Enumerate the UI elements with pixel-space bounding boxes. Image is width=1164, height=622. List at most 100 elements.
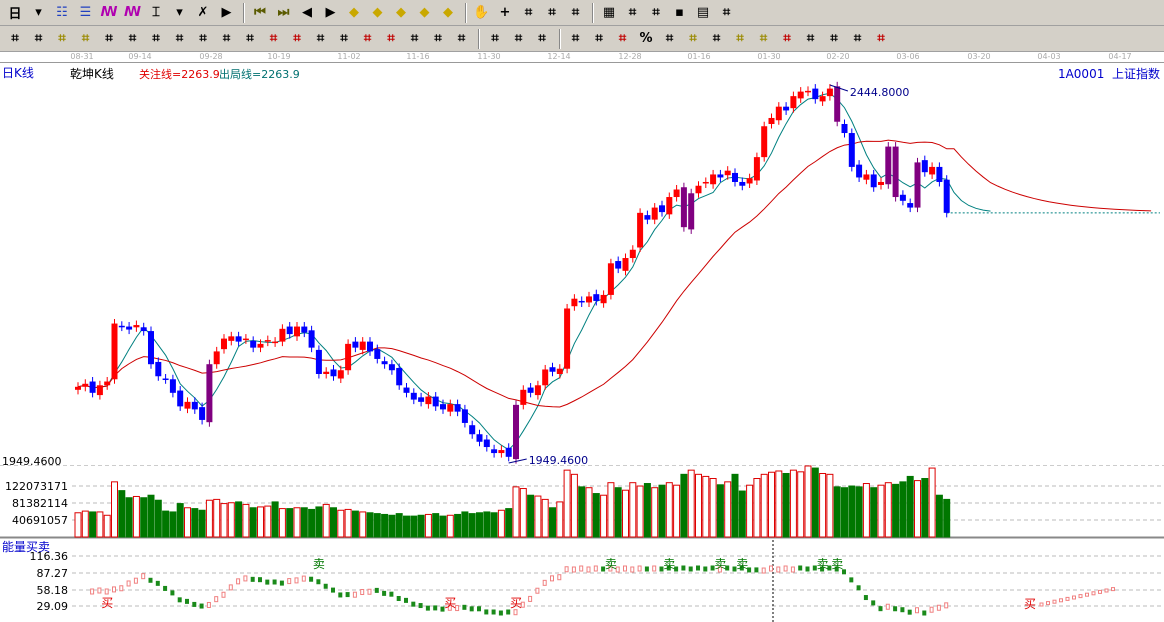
diamond-left-icon[interactable]: ◆ — [349, 5, 359, 20]
indicator-mark — [367, 588, 372, 595]
chart3-icon[interactable]: ꟿ — [100, 5, 118, 20]
spiral-icon[interactable]: ⌗ — [128, 31, 137, 46]
indicator-projection-mark — [1046, 601, 1050, 606]
candle-body — [586, 296, 592, 303]
hand-icon[interactable]: ✋ — [473, 5, 490, 20]
indicator-mark — [301, 575, 306, 582]
indicator-mark — [148, 577, 153, 583]
tick-icon[interactable]: ⌗ — [340, 31, 348, 46]
diamond-right-icon[interactable]: ◆ — [372, 5, 383, 20]
calendar-icon[interactable]: ▦ — [602, 5, 616, 20]
pct-icon[interactable]: ⌗ — [618, 31, 627, 46]
period-label: 日K线 — [2, 66, 34, 80]
indicator-mark — [469, 606, 474, 612]
target-icon[interactable]: ⌗ — [269, 31, 278, 46]
yuan-icon[interactable]: ⌗ — [665, 31, 674, 46]
gift-icon[interactable]: ⌗ — [548, 5, 556, 20]
image-icon[interactable]: ⌗ — [722, 5, 731, 20]
arrow2-icon[interactable]: ⌗ — [830, 31, 838, 46]
ying-icon[interactable]: ⌗ — [387, 31, 395, 46]
flag-icon[interactable]: ✗ — [197, 5, 209, 20]
coin-icon[interactable]: ⌗ — [736, 31, 744, 46]
arrow-down[interactable]: ▾ — [176, 5, 183, 20]
star-icon[interactable]: ⌗ — [293, 31, 301, 46]
jin-icon[interactable]: ⌗ — [759, 31, 768, 46]
lines-icon[interactable]: ⌗ — [34, 31, 43, 46]
overlay-icon[interactable]: ☷ — [56, 5, 68, 20]
indicator-mark — [97, 587, 102, 594]
save-icon[interactable]: ▪ — [675, 5, 684, 20]
fei-icon[interactable]: ⌗ — [783, 31, 791, 46]
report-icon[interactable]: ⌗ — [652, 5, 660, 20]
crosshair-icon[interactable]: + — [499, 5, 511, 20]
percent-icon[interactable]: % — [639, 31, 653, 46]
box-icon[interactable]: ⌗ — [316, 31, 325, 46]
candle-body — [899, 194, 906, 201]
indicator-mark — [659, 566, 664, 572]
globe-icon[interactable]: ⌗ — [571, 5, 580, 20]
table-icon[interactable]: ⌗ — [514, 31, 523, 46]
volume-bar — [870, 487, 878, 538]
n2-icon[interactable]: ⌗ — [222, 31, 231, 46]
calc-icon[interactable]: ⌗ — [628, 5, 637, 20]
volume-bar — [154, 499, 162, 538]
volume-axis-label: 40691057 — [12, 514, 68, 527]
diamond-move-icon[interactable]: ◆ — [443, 5, 453, 20]
volume-bar — [490, 512, 498, 538]
date-tick: 09-28 — [199, 52, 223, 61]
arrow-down[interactable]: ▾ — [35, 5, 42, 20]
volume-bar — [724, 481, 732, 538]
angle-icon[interactable]: ⌗ — [246, 31, 254, 46]
gold3-icon[interactable]: ⌗ — [689, 31, 697, 46]
candle-body — [659, 205, 665, 213]
pen-icon[interactable]: ⌗ — [11, 31, 19, 46]
zhe-icon[interactable]: ⌗ — [877, 31, 885, 46]
circle-icon[interactable]: ⌗ — [175, 31, 184, 46]
arrow-icon[interactable]: ⌗ — [806, 31, 815, 46]
lines2-icon[interactable]: ⌗ — [199, 31, 207, 46]
date-tick: 03-20 — [967, 52, 991, 61]
stock-name: 上证指数 — [1111, 67, 1160, 81]
diag-icon[interactable]: ⌗ — [457, 31, 466, 46]
print-icon[interactable]: ▤ — [696, 5, 710, 20]
pennant-icon[interactable]: ▶ — [221, 5, 232, 20]
signal-label: 卖 — [831, 557, 843, 571]
angle2-icon[interactable]: ⌗ — [491, 31, 499, 46]
gold2-icon[interactable]: ⌗ — [81, 31, 90, 46]
indicator-projection-mark — [1078, 594, 1083, 599]
indicator-mark — [323, 583, 328, 589]
chart9-icon[interactable]: ꟿ — [123, 5, 142, 20]
candle-body — [805, 90, 811, 93]
short-average-extension — [946, 179, 991, 212]
right-icon[interactable]: ▶ — [325, 5, 336, 20]
volume-bar — [322, 503, 330, 538]
candle-body — [126, 326, 133, 330]
left-icon[interactable]: ◀ — [302, 5, 312, 20]
volume-bar — [373, 513, 381, 538]
volume-bar — [395, 513, 403, 538]
diamond-expand-icon[interactable]: ◆ — [396, 5, 406, 20]
fan-icon[interactable]: ⌗ — [434, 31, 442, 46]
diamond-shrink-icon[interactable]: ◆ — [419, 5, 430, 20]
period-selector[interactable]: 日 — [8, 7, 22, 22]
fib-icon[interactable]: ⌗ — [105, 31, 113, 46]
first-icon[interactable]: ⏮ — [254, 5, 266, 20]
candle-icon[interactable]: ⌶ — [152, 5, 160, 20]
line-tool-icon[interactable]: ⌗ — [524, 5, 533, 20]
indicator-mark — [550, 575, 554, 582]
grid2-icon[interactable]: ⌗ — [538, 31, 546, 46]
list-icon[interactable]: ☰ — [79, 5, 92, 20]
last-icon[interactable]: ⏭ — [277, 5, 290, 20]
date-tick: 12-14 — [547, 52, 571, 61]
pen2-icon[interactable]: ⌗ — [152, 31, 160, 46]
gold-icon[interactable]: ⌗ — [58, 31, 66, 46]
volume-bar — [782, 472, 790, 538]
candle-body — [242, 338, 249, 341]
lin-icon[interactable]: ⌗ — [853, 31, 862, 46]
parallel-icon[interactable]: ⌗ — [571, 31, 580, 46]
bars-icon[interactable]: ⌗ — [595, 31, 603, 46]
shen-icon[interactable]: ⌗ — [363, 31, 372, 46]
flag2-icon[interactable]: ⌗ — [712, 31, 721, 46]
grid-icon[interactable]: ⌗ — [410, 31, 419, 46]
